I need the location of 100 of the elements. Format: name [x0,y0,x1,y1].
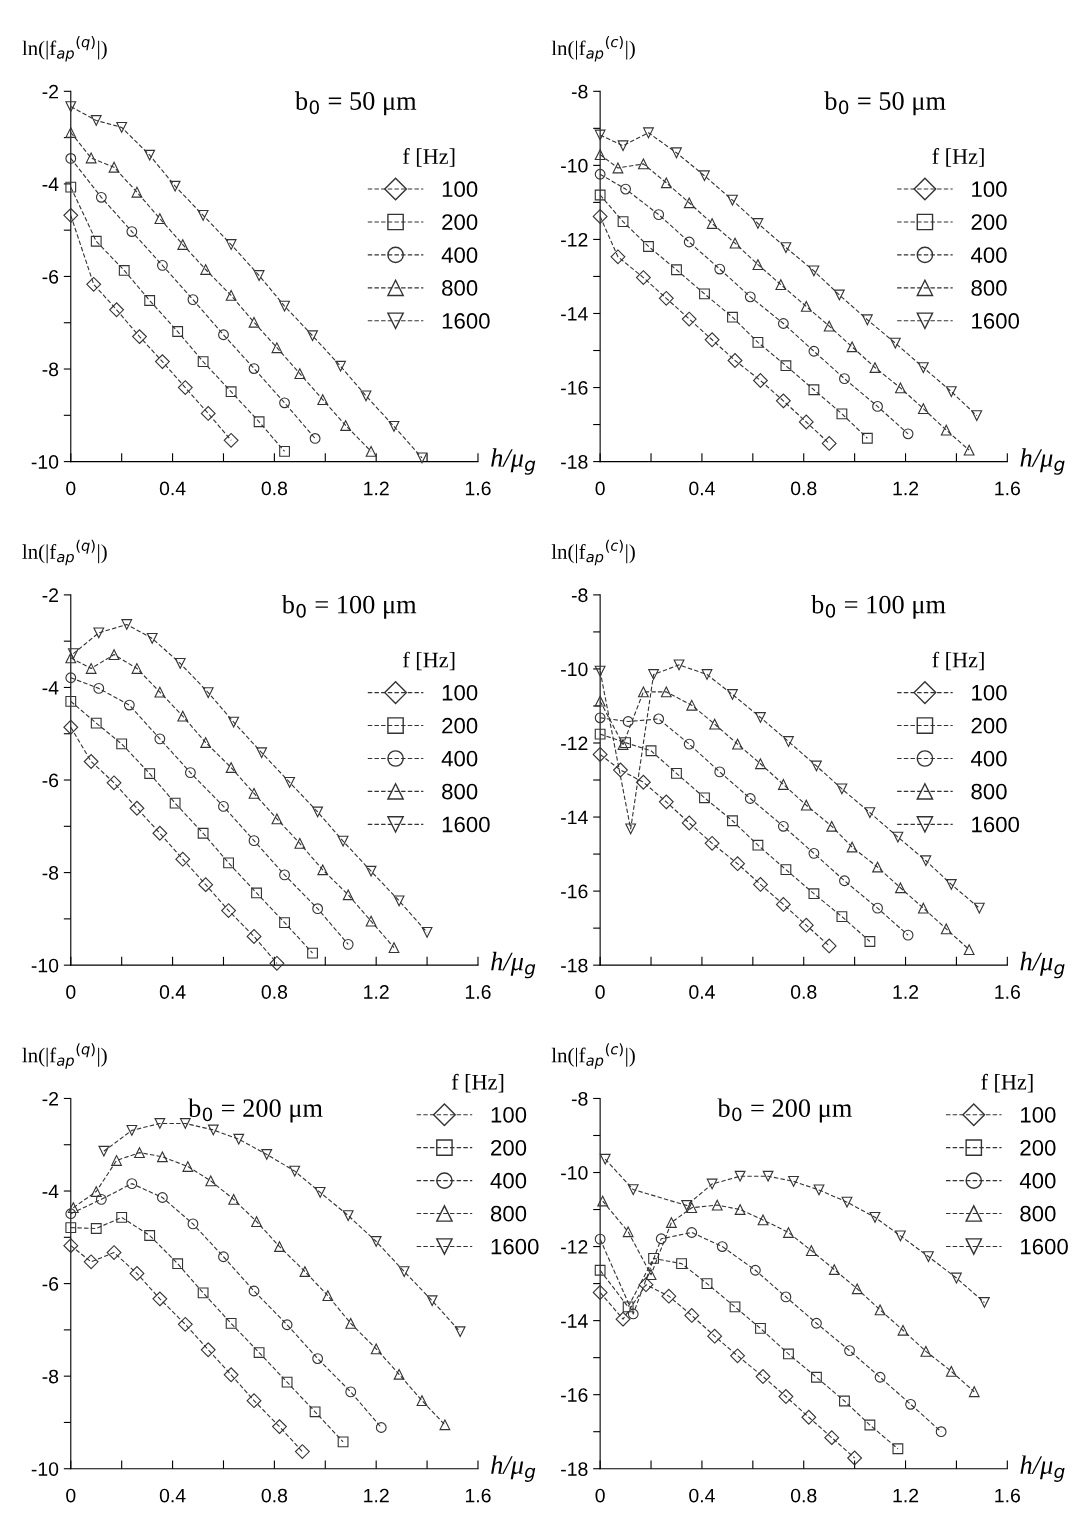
point [233,1133,245,1145]
point [342,889,354,901]
point [833,289,845,301]
point [90,115,102,126]
point [388,420,400,432]
point [671,767,682,779]
y-tick-label: -10 [31,455,59,469]
point [182,1161,194,1172]
point [594,728,606,740]
legend-label: 400 [970,750,1007,767]
point [701,1278,713,1290]
point [594,1233,606,1245]
point [645,745,657,757]
y-tick-label: -6 [42,269,59,284]
point [945,1365,957,1377]
point [223,432,239,448]
point [317,864,329,876]
point [200,737,212,748]
point [179,1118,191,1129]
x-tick-label: 1.2 [893,481,919,496]
point [755,1322,766,1334]
point [118,265,130,276]
point [805,1245,817,1257]
y-axis-title: ln(|f$_{ap}$$^{(q)}$|) [22,539,107,566]
point [253,1347,265,1358]
point [177,1316,193,1332]
y-tick-label: -8 [42,362,59,377]
point [202,687,214,698]
point [627,1184,639,1195]
point [299,1266,311,1277]
point [592,747,608,762]
point [813,1184,825,1196]
x-tick-label: 1.6 [995,1488,1020,1503]
x-tick-label: 0 [66,1488,76,1503]
x-tick-label: 0 [595,985,605,999]
point [365,915,377,927]
point [905,1398,917,1410]
point [892,1443,904,1455]
legend-label: 200 [971,717,1007,734]
point [200,1342,216,1358]
legend-title: f [Hz] [403,148,455,167]
point [775,897,791,912]
point [360,390,372,402]
point [85,152,97,164]
x-tick-label: 1.6 [465,985,491,999]
y-tick-label: -2 [42,588,58,602]
point [800,799,812,811]
point [839,1395,850,1407]
point [131,186,143,198]
point [968,1386,980,1398]
legend-title: f [Hz] [932,148,984,167]
point [752,218,764,229]
point [671,147,682,159]
point [684,1308,700,1323]
x-axis-title: h/μ$_{g}$ [491,1455,536,1482]
point [340,420,352,431]
point [749,1264,761,1276]
point [187,1218,199,1230]
point [205,1175,217,1187]
point [846,341,858,353]
point [808,384,820,396]
point [734,1204,746,1215]
point [398,1266,410,1277]
x-tick-label: 1.6 [995,481,1020,496]
point [592,209,608,224]
legend-label: 800 [442,783,478,800]
point [699,170,710,182]
point [116,1211,128,1223]
point [622,1301,634,1313]
point [342,938,354,950]
point [734,1170,746,1182]
legend-label: 800 [1020,1205,1056,1222]
legend-title: f [Hz] [981,1073,1033,1093]
point [658,794,674,810]
x-tick-label: 0.8 [790,985,817,999]
point [594,1264,606,1276]
point [90,717,102,729]
point [917,902,929,914]
point [753,373,768,388]
point [783,736,794,747]
point [780,242,792,253]
point [144,295,156,306]
point [620,183,631,195]
point [821,436,837,451]
point [111,1155,123,1166]
point [121,619,133,630]
point [223,1367,239,1383]
point [627,1308,639,1320]
legend-label: 100 [972,684,1007,701]
point [225,239,237,250]
point [872,861,883,873]
point [775,279,787,291]
y-tick-label: -4 [42,681,59,695]
y-tick-label: -16 [561,1388,588,1402]
y-tick-label: -10 [31,958,59,973]
point [175,851,191,867]
point [757,1214,769,1226]
y-tick-label: -10 [561,1165,588,1180]
point [610,249,626,265]
x-tick-label: 1.2 [364,481,389,496]
